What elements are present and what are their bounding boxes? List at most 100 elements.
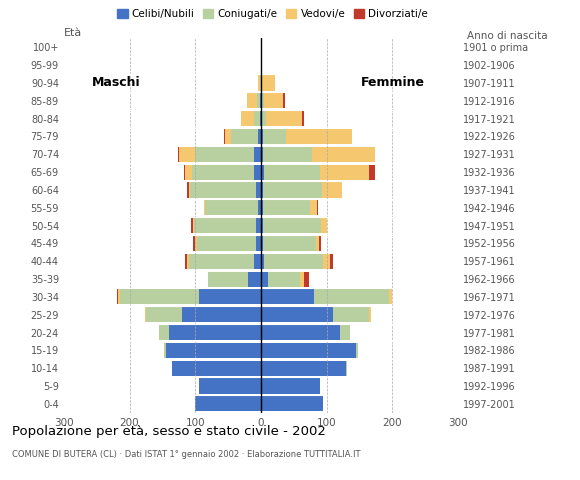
- Bar: [248, 272, 261, 287]
- Bar: [263, 182, 322, 198]
- Bar: [195, 396, 261, 411]
- Bar: [186, 165, 192, 180]
- Bar: [256, 182, 261, 198]
- Bar: [188, 182, 190, 198]
- Bar: [267, 272, 300, 287]
- Bar: [340, 325, 350, 340]
- Bar: [286, 129, 351, 144]
- Bar: [197, 236, 256, 251]
- Bar: [182, 307, 261, 323]
- Bar: [254, 111, 260, 126]
- Bar: [263, 147, 312, 162]
- Bar: [261, 378, 320, 394]
- Bar: [225, 129, 231, 144]
- Bar: [263, 218, 321, 233]
- Bar: [261, 218, 263, 233]
- Bar: [322, 182, 342, 198]
- Bar: [300, 272, 304, 287]
- Bar: [284, 93, 285, 108]
- Bar: [260, 111, 261, 126]
- Text: Femmine: Femmine: [360, 76, 425, 89]
- Bar: [223, 129, 225, 144]
- Bar: [261, 111, 266, 126]
- Bar: [184, 165, 186, 180]
- Bar: [330, 253, 334, 269]
- Text: Anno di nascita: Anno di nascita: [467, 31, 548, 41]
- Bar: [190, 182, 256, 198]
- Bar: [320, 165, 369, 180]
- Bar: [316, 236, 319, 251]
- Bar: [241, 111, 254, 126]
- Bar: [369, 307, 371, 323]
- Bar: [261, 236, 263, 251]
- Bar: [204, 200, 205, 216]
- Bar: [257, 93, 260, 108]
- Bar: [319, 236, 321, 251]
- Bar: [261, 75, 262, 91]
- Bar: [258, 129, 261, 144]
- Bar: [356, 343, 358, 358]
- Bar: [314, 289, 389, 304]
- Bar: [261, 325, 340, 340]
- Bar: [187, 253, 188, 269]
- Bar: [166, 343, 261, 358]
- Bar: [263, 200, 310, 216]
- Bar: [164, 343, 166, 358]
- Bar: [255, 147, 261, 162]
- Bar: [191, 218, 193, 233]
- Bar: [195, 236, 197, 251]
- Bar: [266, 111, 302, 126]
- Bar: [195, 147, 255, 162]
- Text: Età: Età: [64, 28, 82, 38]
- Bar: [255, 165, 261, 180]
- Bar: [346, 360, 347, 376]
- Bar: [317, 200, 318, 216]
- Bar: [172, 360, 261, 376]
- Bar: [194, 218, 256, 233]
- Text: COMUNE DI BUTERA (CL) · Dati ISTAT 1° gennaio 2002 · Elaborazione TUTTITALIA.IT: COMUNE DI BUTERA (CL) · Dati ISTAT 1° ge…: [12, 450, 360, 459]
- Bar: [260, 93, 261, 108]
- Bar: [260, 75, 261, 91]
- Bar: [119, 289, 198, 304]
- Bar: [117, 289, 118, 304]
- Bar: [369, 165, 375, 180]
- Bar: [261, 289, 314, 304]
- Bar: [198, 378, 261, 394]
- Bar: [334, 307, 369, 323]
- Bar: [389, 289, 393, 304]
- Bar: [169, 325, 261, 340]
- Bar: [261, 147, 263, 162]
- Legend: Celibi/Nubili, Coniugati/e, Vedovi/e, Divorziati/e: Celibi/Nubili, Coniugati/e, Vedovi/e, Di…: [113, 5, 432, 24]
- Bar: [188, 253, 255, 269]
- Bar: [146, 307, 182, 323]
- Bar: [264, 253, 324, 269]
- Bar: [302, 111, 304, 126]
- Bar: [247, 93, 257, 108]
- Bar: [192, 165, 255, 180]
- Bar: [261, 253, 264, 269]
- Bar: [264, 165, 320, 180]
- Bar: [261, 93, 264, 108]
- Bar: [177, 147, 179, 162]
- Bar: [263, 129, 286, 144]
- Bar: [261, 129, 263, 144]
- Bar: [324, 253, 330, 269]
- Bar: [179, 147, 195, 162]
- Bar: [187, 182, 188, 198]
- Bar: [256, 218, 261, 233]
- Bar: [255, 253, 261, 269]
- Bar: [198, 289, 261, 304]
- Bar: [261, 307, 334, 323]
- Bar: [264, 93, 284, 108]
- Bar: [261, 182, 263, 198]
- Bar: [186, 253, 187, 269]
- Bar: [262, 75, 276, 91]
- Bar: [263, 236, 316, 251]
- Bar: [321, 218, 327, 233]
- Bar: [205, 200, 258, 216]
- Bar: [231, 129, 258, 144]
- Bar: [193, 218, 194, 233]
- Bar: [258, 75, 260, 91]
- Bar: [256, 236, 261, 251]
- Text: Maschi: Maschi: [92, 76, 141, 89]
